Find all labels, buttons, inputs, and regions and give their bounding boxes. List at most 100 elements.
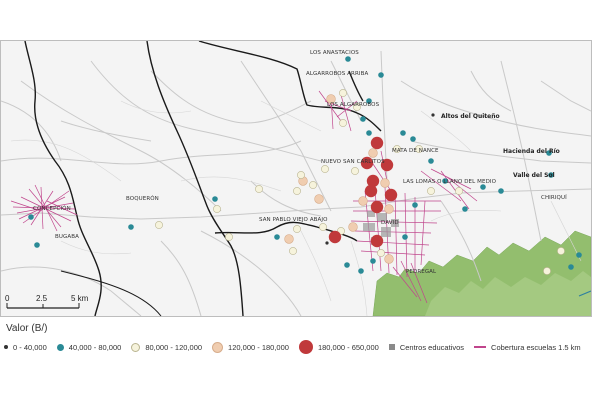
district-boundaries — [24, 41, 382, 316]
value-marker — [314, 194, 324, 204]
legend-label: 40,000 - 80,000 — [68, 342, 122, 352]
value-marker — [351, 167, 359, 175]
value-marker — [368, 148, 378, 158]
value-marker — [380, 178, 390, 188]
label-los-anastacios: LOS ANASTACIOS — [310, 50, 359, 56]
value-marker — [455, 187, 463, 195]
value-marker — [364, 184, 378, 198]
value-marker — [568, 264, 574, 270]
legend-label: 120,000 - 180,000 — [228, 342, 289, 352]
value-marker — [358, 196, 368, 206]
value-marker — [339, 89, 347, 97]
label-chiriqui: CHIRIQUÍ — [541, 194, 567, 201]
value-marker — [339, 119, 347, 127]
value-marker — [427, 187, 435, 195]
legend-item-0-40k: 0 - 40,000 — [4, 343, 47, 352]
value-marker — [353, 103, 361, 111]
legend-item-180-650k: 180,000 - 650,000 — [298, 340, 379, 354]
value-marker — [498, 188, 504, 194]
label-bugaba: BUGABA — [55, 234, 79, 240]
value-marker — [400, 130, 406, 136]
label-concepcion: CONCEPCIÓN — [33, 205, 71, 212]
value-marker — [370, 234, 384, 248]
scale-tick-2-5: 2.5 — [36, 294, 48, 303]
legend-title: Valor (B/) — [6, 323, 48, 334]
label-hacienda-del-rio: Hacienda del Río — [503, 148, 560, 155]
value-marker — [345, 56, 351, 62]
value-marker — [576, 252, 582, 258]
legend-symbol-peach-circle — [212, 341, 224, 353]
label-mata-de-nance: MATA DE NANCE — [392, 148, 439, 154]
value-marker — [297, 171, 305, 179]
value-marker — [480, 184, 486, 190]
label-san-pablo: SAN PABLO VIEJO ABAJO — [259, 217, 328, 223]
value-marker — [328, 230, 342, 244]
value-marker — [377, 249, 385, 257]
value-marker — [543, 267, 551, 275]
map-legend: Valor (B/) 0 - 40,000 40,000 - 80,000 80… — [0, 318, 592, 400]
value-marker — [321, 165, 329, 173]
value-marker — [34, 242, 40, 248]
value-marker — [431, 113, 435, 117]
label-valle-del-sol: Valle del Sol — [513, 172, 555, 179]
value-marker — [442, 178, 448, 184]
value-marker — [370, 136, 384, 150]
legend-symbol-teal-circle — [56, 343, 64, 351]
value-marker — [370, 200, 384, 214]
value-marker — [358, 268, 364, 274]
value-marker — [212, 196, 218, 202]
value-marker — [428, 158, 434, 164]
label-nuevo-san-carlitos: NUEVO SAN CARLITOS — [321, 159, 385, 165]
value-marker — [28, 214, 34, 220]
label-david: DAVID — [381, 220, 399, 226]
value-marker — [393, 145, 401, 153]
value-marker — [548, 172, 554, 178]
legend-item-centros: Centros educativos — [388, 342, 465, 352]
value-marker — [213, 205, 221, 213]
legend-item-40-80k: 40,000 - 80,000 — [56, 342, 122, 352]
scale-tick-0: 0 — [5, 294, 10, 303]
legend-item-120-180k: 120,000 - 180,000 — [212, 341, 289, 353]
label-pedregal: PEDREGAL — [406, 269, 437, 275]
value-marker — [384, 204, 394, 214]
value-marker — [412, 202, 418, 208]
value-marker — [370, 258, 376, 264]
value-marker — [293, 225, 301, 233]
value-marker — [326, 94, 336, 104]
value-marker — [255, 185, 263, 193]
value-marker — [128, 224, 134, 230]
legend-symbol-cream-circle — [131, 342, 141, 352]
value-marker — [380, 158, 394, 172]
label-algarrobos-arriba: ALGARROBOS ARRIBA — [306, 71, 368, 77]
value-marker — [293, 187, 301, 195]
value-marker — [284, 234, 294, 244]
legend-label: 180,000 - 650,000 — [317, 342, 379, 352]
value-marker — [309, 181, 317, 189]
value-marker — [366, 130, 372, 136]
value-marker — [225, 233, 233, 241]
label-los-algarrobos: LOS ALGARROBOS — [327, 102, 380, 108]
value-marker — [384, 254, 394, 264]
value-marker — [325, 241, 329, 245]
value-marker — [410, 136, 416, 142]
value-marker — [360, 156, 374, 170]
value-marker — [415, 145, 423, 153]
value-marker — [378, 72, 384, 78]
label-boqueron: BOQUERÓN — [126, 195, 159, 202]
place-labels: LOS ANASTACIOS ALGARROBOS ARRIBA LOS ALG… — [33, 50, 567, 275]
label-altos-del-quiteno: Altos del Quiteño — [441, 113, 500, 120]
scale-tick-5km: 5 km — [71, 294, 89, 303]
legend-label: Centros educativos — [399, 342, 465, 352]
map-panel[interactable]: LOS ANASTACIOS ALGARROBOS ARRIBA LOS ALG… — [0, 40, 592, 317]
legend-label: 80,000 - 120,000 — [145, 342, 203, 352]
map-canvas: LOS ANASTACIOS ALGARROBOS ARRIBA LOS ALG… — [1, 41, 591, 316]
value-marker — [462, 206, 468, 212]
label-las-lomas: LAS LOMAS O LLANO DEL MEDIO — [403, 179, 497, 185]
legend-label: Cobertura escuelas 1.5 km — [491, 342, 581, 352]
value-marker — [348, 222, 358, 232]
legend-item-cobertura: Cobertura escuelas 1.5 km — [474, 343, 581, 352]
value-marker — [155, 221, 163, 229]
coverage-network-david — [318, 90, 478, 304]
legend-symbol-red-circle — [298, 340, 313, 354]
value-marker — [557, 247, 565, 255]
